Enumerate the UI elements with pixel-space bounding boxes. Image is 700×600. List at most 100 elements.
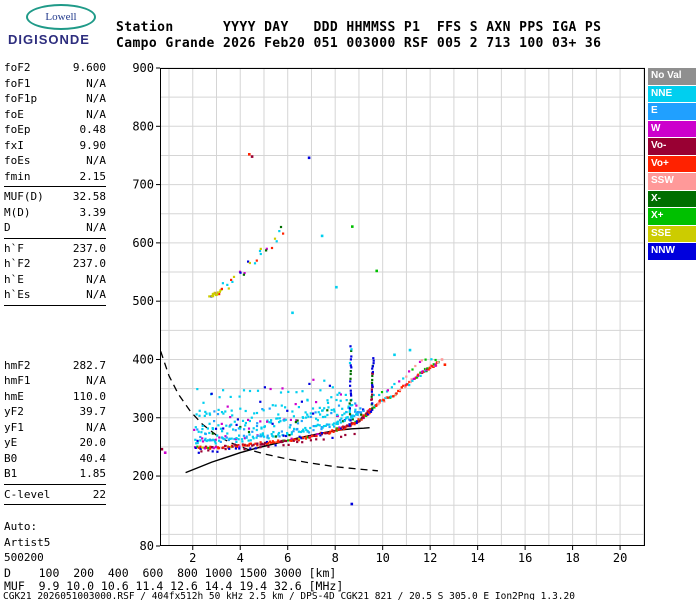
param-row-b0: B0 40.4 <box>4 451 106 467</box>
echo-point <box>326 413 329 417</box>
echo-point <box>356 411 359 414</box>
echo-point <box>211 450 214 453</box>
param-label: MUF(D) <box>4 190 44 203</box>
echo-point <box>324 424 327 427</box>
echo-point <box>271 434 274 437</box>
echo-point <box>198 414 201 417</box>
echo-point <box>199 447 202 450</box>
echo-point <box>195 413 198 416</box>
echo-point <box>418 360 422 363</box>
echo-point <box>224 435 227 438</box>
echo-point <box>214 427 218 430</box>
legend-item-e: E <box>648 103 696 120</box>
echo-point <box>319 389 322 392</box>
echo-point <box>203 439 207 442</box>
param-value: N/A <box>86 374 106 387</box>
echo-point <box>354 422 357 425</box>
echo-point <box>430 358 433 361</box>
echo-point <box>350 355 353 358</box>
echo-point <box>305 416 308 419</box>
echo-point <box>199 439 202 442</box>
echo-point <box>291 311 294 315</box>
echo-point <box>228 425 231 428</box>
echo-point <box>204 437 207 440</box>
echo-point <box>217 424 220 427</box>
echo-point <box>372 393 375 397</box>
echo-point <box>243 272 246 275</box>
legend-item-x: X- <box>648 190 696 207</box>
param-label: foF2 <box>4 61 31 74</box>
echo-point <box>299 430 302 434</box>
echo-point <box>297 430 300 433</box>
echo-point <box>271 441 275 444</box>
echo-point <box>402 384 405 387</box>
echo-point <box>201 437 204 440</box>
echo-point <box>312 412 315 415</box>
param-label: yF1 <box>4 420 24 434</box>
plot-grid <box>160 67 645 546</box>
echo-point <box>284 418 287 421</box>
echo-point <box>238 395 241 398</box>
echo-point <box>417 373 420 376</box>
echo-point <box>316 419 319 422</box>
echo-point <box>336 393 339 396</box>
echo-point <box>281 440 284 444</box>
echo-point <box>308 382 311 385</box>
echo-point <box>348 424 352 427</box>
echo-point <box>271 404 274 407</box>
echo-point <box>244 444 247 447</box>
echo-point <box>295 419 298 422</box>
echo-point <box>282 444 285 447</box>
echo-point <box>333 410 336 413</box>
echo-point <box>234 447 237 450</box>
echo-point <box>410 378 413 381</box>
echo-point <box>349 416 353 419</box>
echo-point <box>318 406 321 409</box>
echo-point <box>230 278 233 281</box>
echo-point <box>213 291 216 294</box>
echo-point <box>256 434 259 437</box>
echo-point <box>306 399 309 402</box>
echo-point <box>265 247 268 250</box>
echo-point <box>219 289 222 292</box>
echo-point <box>397 389 400 392</box>
echo-point <box>291 410 294 413</box>
echo-point <box>304 437 308 440</box>
echo-point <box>331 429 334 432</box>
echo-point <box>315 435 318 438</box>
echo-point <box>245 436 248 439</box>
echo-point <box>296 422 300 425</box>
echo-point <box>292 439 295 442</box>
echo-point <box>349 377 352 380</box>
echo-point <box>201 446 204 449</box>
echo-point <box>160 447 164 451</box>
echo-point <box>256 389 260 392</box>
echo-point <box>416 376 419 379</box>
echo-point <box>269 421 272 424</box>
echo-point <box>264 441 267 444</box>
echo-point <box>285 434 288 438</box>
param-value: 40.4 <box>79 451 107 465</box>
echo-point <box>344 393 347 396</box>
echo-point <box>338 391 341 394</box>
echo-point <box>224 410 227 413</box>
echo-point <box>350 366 353 369</box>
echo-point <box>335 398 338 402</box>
echo-point <box>370 381 374 384</box>
echo-point <box>197 451 200 454</box>
echo-point <box>330 408 333 412</box>
param-label: foEp <box>4 123 31 136</box>
echo-point <box>216 434 219 437</box>
echo-point <box>348 361 352 365</box>
logo-lowell-text: Lowell <box>45 11 77 23</box>
echo-point <box>247 260 250 263</box>
echo-point <box>371 374 374 377</box>
echo-point <box>216 293 219 296</box>
echo-point <box>271 422 274 425</box>
param-label: h`F2 <box>4 257 31 270</box>
echo-point <box>242 273 245 276</box>
param-row-yf2: yF2 39.7 <box>4 404 106 420</box>
echo-point <box>200 450 203 453</box>
param-row-hmf1: hmF1 N/A <box>4 373 106 389</box>
echo-point <box>339 419 342 422</box>
